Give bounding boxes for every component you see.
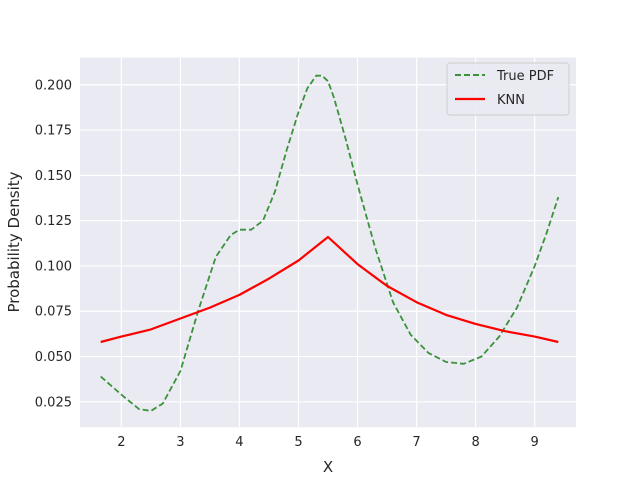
y-tick-label: 0.075 (35, 305, 72, 320)
y-tick-label: 0.050 (35, 350, 72, 365)
x-tick-label: 9 (531, 435, 539, 450)
legend-label-true-pdf: True PDF (496, 69, 554, 84)
legend-label-knn: KNN (497, 93, 525, 108)
x-tick-label: 3 (176, 435, 184, 450)
x-tick-label: 4 (235, 435, 243, 450)
y-axis-label: Probability Density (5, 171, 23, 312)
x-axis-label: X (323, 458, 333, 476)
series-line-true-pdf (100, 74, 560, 412)
x-tick-label: 5 (294, 435, 302, 450)
series-layer (100, 74, 560, 412)
y-tick-label: 0.100 (35, 259, 72, 274)
x-ticks: 2 3 4 5 6 7 8 9 (117, 435, 539, 450)
x-tick-label: 6 (353, 435, 361, 450)
y-tick-label: 0.025 (35, 395, 72, 410)
y-tick-label: 0.200 (35, 78, 72, 93)
y-ticks: 0.025 0.050 0.075 0.100 0.125 0.150 0.175 0.200 (35, 78, 72, 410)
plot-background (80, 57, 576, 428)
x-tick-label: 2 (117, 435, 125, 450)
x-tick-label: 8 (471, 435, 479, 450)
y-tick-label: 0.175 (35, 124, 72, 139)
legend: True PDF KNN (446, 62, 570, 116)
series-line-knn (100, 235, 559, 344)
y-tick-label: 0.150 (35, 169, 72, 184)
y-tick-label: 0.125 (35, 214, 72, 229)
x-tick-label: 7 (412, 435, 420, 450)
